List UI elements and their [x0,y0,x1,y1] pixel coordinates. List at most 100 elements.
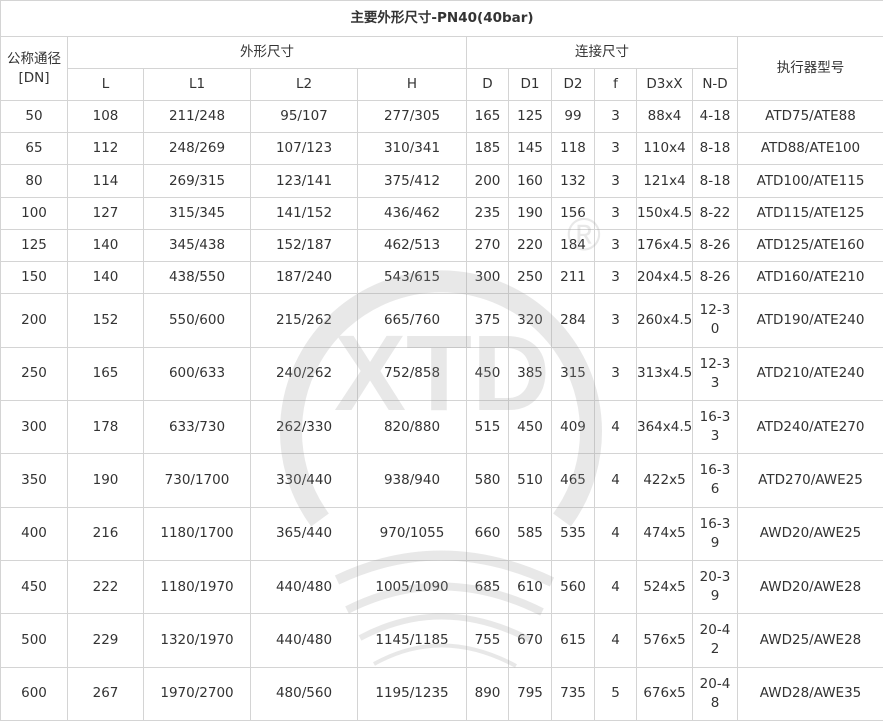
cell-f: 4 [594,399,637,455]
cell-f: 3 [594,261,637,295]
cell-d3xx: 204x4.5 [636,261,693,295]
cell-l2: 123/141 [250,164,358,198]
cell-l: 140 [67,228,144,263]
cell-n-d: 12-33 [692,346,738,401]
cell-actuator: AWD25/AWE28 [736,613,883,668]
cell-d2: 535 [551,506,595,561]
cell-n-d: 20-42 [692,613,738,668]
cell-d2: 560 [551,559,595,615]
table-row: 200 152 550/600 215/262 665/760 375 320 284 3 260… [0,293,883,348]
cell-n-d: 8-18 [692,164,738,198]
cell-d: 450 [466,346,509,401]
cell-d2: 315 [551,346,595,401]
cell-dn: 200 [0,293,68,348]
cell-d1: 585 [508,506,552,561]
cell-l2: 330/440 [250,453,358,508]
cell-d: 185 [466,132,509,166]
cell-d1: 450 [508,399,552,455]
table-row: 80 114 269/315 123/141 375/412 200 160 132 3 121x… [0,164,883,198]
cell-d: 235 [466,196,509,230]
table-row: 300 178 633/730 262/330 820/880 515 450 409 4 364… [0,399,883,455]
cell-actuator: AWD20/AWE25 [736,506,883,561]
cell-actuator: ATD115/ATE125 [736,196,883,230]
cell-d: 755 [466,613,509,668]
connection-dimensions-header: 连接尺寸 [466,36,738,69]
cell-h: 1145/1185 [357,613,467,668]
cell-n-d: 4-18 [692,99,738,134]
cell-d: 165 [466,99,509,134]
cell-l: 267 [67,666,144,721]
cell-l2: 480/560 [250,666,358,721]
cell-l: 190 [67,453,144,508]
cell-h: 436/462 [357,196,467,230]
cell-f: 4 [594,559,637,615]
cell-n-d: 12-30 [692,293,738,348]
cell-f: 3 [594,99,637,134]
cell-l1: 269/315 [143,164,251,198]
cell-d1: 145 [508,132,552,166]
cell-d: 300 [466,261,509,295]
cell-l1: 315/345 [143,196,251,230]
cell-d: 200 [466,164,509,198]
cell-n-d: 8-22 [692,196,738,230]
cell-h: 820/880 [357,399,467,455]
cell-dn: 250 [0,346,68,401]
cell-d3xx: 422x5 [636,453,693,508]
cell-l1: 438/550 [143,261,251,295]
cell-l: 229 [67,613,144,668]
cell-d: 375 [466,293,509,348]
cell-h: 277/305 [357,99,467,134]
cell-d3xx: 364x4.5 [636,399,693,455]
cell-actuator: ATD160/ATE210 [736,261,883,295]
column-header-n-d: N-D [692,68,738,101]
cell-l: 152 [67,293,144,348]
cell-f: 4 [594,506,637,561]
cell-d2: 409 [551,399,595,455]
cell-d1: 125 [508,99,552,134]
cell-d1: 385 [508,346,552,401]
cell-l1: 248/269 [143,132,251,166]
cell-h: 375/412 [357,164,467,198]
cell-l1: 1970/2700 [143,666,251,721]
cell-d: 660 [466,506,509,561]
cell-dn: 300 [0,399,68,455]
table-row: 150 140 438/550 187/240 543/615 300 250 211 3 204… [0,261,883,295]
cell-d1: 320 [508,293,552,348]
cell-d1: 670 [508,613,552,668]
cell-dn: 400 [0,506,68,561]
cell-actuator: ATD270/AWE25 [736,453,883,508]
cell-dn: 350 [0,453,68,508]
cell-d1: 610 [508,559,552,615]
table-row: 400 216 1180/1700 365/440 970/1055 660 585 535 4… [0,506,883,561]
cell-l2: 262/330 [250,399,358,455]
cell-l1: 1180/1700 [143,506,251,561]
cell-dn: 450 [0,559,68,615]
cell-f: 3 [594,164,637,198]
cell-actuator: ATD210/ATE240 [736,346,883,401]
cell-d: 515 [466,399,509,455]
cell-f: 3 [594,132,637,166]
cell-actuator: AWD20/AWE28 [736,559,883,615]
cell-d: 580 [466,453,509,508]
cell-d3xx: 313x4.5 [636,346,693,401]
cell-h: 310/341 [357,132,467,166]
cell-l: 216 [67,506,144,561]
actuator-model-header: 执行器型号 [736,36,883,101]
cell-l1: 600/633 [143,346,251,401]
column-header-l2: L2 [250,68,358,101]
table-title: 主要外形尺寸-PN40(40bar) [0,0,883,37]
cell-d2: 99 [551,99,595,134]
cell-actuator: ATD240/ATE270 [736,399,883,455]
cell-d1: 795 [508,666,552,721]
table-row: 500 229 1320/1970 440/480 1145/1185 755 670 615… [0,613,883,668]
cell-l2: 440/480 [250,559,358,615]
cell-d3xx: 88x4 [636,99,693,134]
cell-l2: 215/262 [250,293,358,348]
cell-l2: 187/240 [250,261,358,295]
cell-l2: 152/187 [250,228,358,263]
cell-h: 543/615 [357,261,467,295]
cell-l1: 345/438 [143,228,251,263]
cell-f: 4 [594,613,637,668]
cell-dn: 600 [0,666,68,721]
cell-n-d: 8-26 [692,228,738,263]
